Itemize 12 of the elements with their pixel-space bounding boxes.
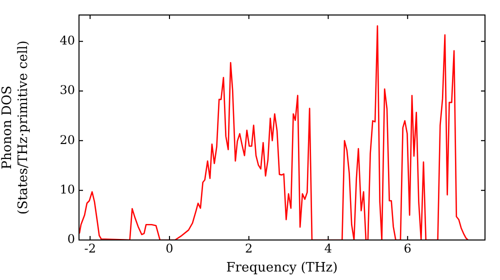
y-tick-label: 20 bbox=[60, 132, 75, 147]
x-tick-label: -2 bbox=[84, 241, 96, 256]
x-tick-label: 6 bbox=[404, 241, 412, 256]
y-tick-label: 0 bbox=[67, 232, 75, 246]
x-tick-label: 4 bbox=[324, 241, 332, 256]
y-axis-title: Phonon DOS (States/THz·primitive cell) bbox=[0, 40, 31, 215]
x-tick-label: 2 bbox=[245, 241, 253, 256]
y-tick-label: 40 bbox=[60, 33, 75, 48]
x-tick-label: 0 bbox=[166, 241, 174, 256]
x-axis-title: Frequency (THz) bbox=[226, 260, 338, 276]
y-tick-label: 30 bbox=[60, 83, 75, 98]
y-tick-label: 10 bbox=[60, 182, 75, 196]
